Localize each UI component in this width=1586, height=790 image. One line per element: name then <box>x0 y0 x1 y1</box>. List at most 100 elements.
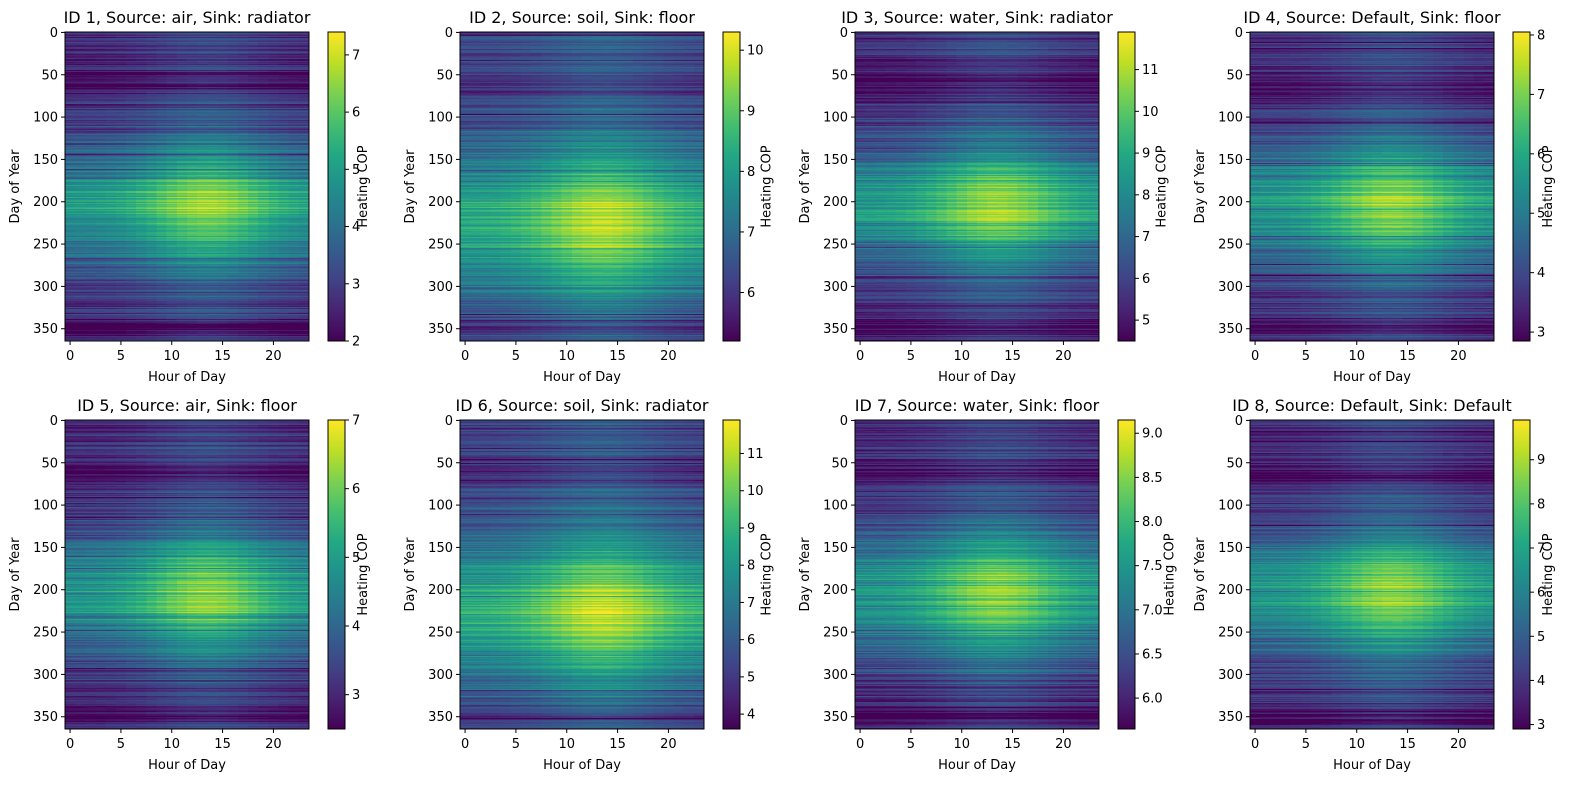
y-axis-label: Day of Year <box>1193 149 1208 224</box>
y-tick-label: 150 <box>428 153 453 168</box>
y-tick-label: 200 <box>823 583 848 598</box>
colorbar-tick-label: 8 <box>747 559 755 574</box>
colorbar-label: Heating COP <box>356 533 371 615</box>
colorbar <box>722 419 741 730</box>
x-axis-label: Hour of Day <box>148 758 226 773</box>
y-tick-label: 300 <box>428 280 453 295</box>
y-tick-label: 50 <box>41 456 58 471</box>
colorbar-tick-label: 3 <box>352 688 360 703</box>
x-tick-label: 15 <box>1004 349 1021 364</box>
chart-title: ID 1, Source: air, Sink: radiator <box>64 8 311 27</box>
plot-frame <box>1249 419 1495 730</box>
y-tick-label: 100 <box>1218 111 1243 126</box>
x-tick-label: 5 <box>117 349 125 364</box>
x-tick-label: 15 <box>1004 737 1021 752</box>
colorbar <box>1117 419 1136 730</box>
colorbar-tick-label: 7 <box>352 414 360 429</box>
colorbar-tick-label: 4 <box>1537 266 1545 281</box>
x-axis-label: Hour of Day <box>938 370 1016 385</box>
x-tick-label: 5 <box>1302 737 1310 752</box>
y-tick-label: 100 <box>823 111 848 126</box>
y-tick-label: 50 <box>436 68 453 83</box>
colorbar-tick-label: 7 <box>747 596 755 611</box>
x-tick-label: 15 <box>609 737 626 752</box>
y-tick-label: 150 <box>823 153 848 168</box>
y-tick-label: 300 <box>33 280 58 295</box>
colorbar-tick-label: 9 <box>1537 453 1545 468</box>
x-tick-label: 5 <box>907 349 915 364</box>
colorbar-label: Heating COP <box>1541 145 1556 227</box>
y-axis-label: Day of Year <box>798 149 813 224</box>
colorbar-tick-label: 5 <box>1537 207 1545 222</box>
colorbar-tick-label: 2 <box>352 335 360 350</box>
y-tick-label: 100 <box>428 111 453 126</box>
colorbar-tick-label: 3 <box>1537 326 1545 341</box>
colorbar-tick-label: 9.0 <box>1142 427 1163 442</box>
heatmap-image <box>460 420 704 729</box>
colorbar-tick-label: 8 <box>747 165 755 180</box>
colorbar-tick-label: 5 <box>1142 314 1150 329</box>
chart-title: ID 8, Source: Default, Sink: Default <box>1232 396 1511 415</box>
x-tick-label: 15 <box>1399 349 1416 364</box>
x-tick-label: 5 <box>907 737 915 752</box>
y-tick-label: 0 <box>840 26 848 41</box>
colorbar-tick-label: 7.5 <box>1142 559 1163 574</box>
x-tick-label: 5 <box>512 349 520 364</box>
heatmap-image <box>1250 420 1494 729</box>
colorbar-tick-label: 7 <box>747 225 755 240</box>
x-tick-label: 10 <box>163 737 180 752</box>
x-tick-label: 10 <box>953 737 970 752</box>
colorbar <box>327 419 346 730</box>
y-axis-label: Day of Year <box>403 149 418 224</box>
y-tick-label: 50 <box>1226 68 1243 83</box>
colorbar-tick-label: 6 <box>1537 586 1545 601</box>
y-tick-label: 250 <box>428 626 453 641</box>
x-tick-label: 0 <box>1251 737 1259 752</box>
heatmap-image <box>65 32 309 341</box>
colorbar-tick-label: 11 <box>1142 63 1159 78</box>
y-tick-label: 250 <box>1218 626 1243 641</box>
x-axis-label: Hour of Day <box>148 370 226 385</box>
panel-7: ID 7, Source: water, Sink: floor 0 5 10 15 20… <box>798 396 1178 773</box>
y-tick-label: 300 <box>33 668 58 683</box>
y-tick-label: 0 <box>50 26 58 41</box>
x-tick-label: 20 <box>265 737 282 752</box>
x-tick-label: 10 <box>1348 737 1365 752</box>
panel-1: ID 1, Source: air, Sink: radiator 0 5 10 15 2… <box>8 8 371 385</box>
y-tick-label: 200 <box>823 195 848 210</box>
colorbar-tick-label: 4 <box>1537 674 1545 689</box>
heatmap-image <box>460 32 704 341</box>
y-tick-label: 0 <box>445 26 453 41</box>
colorbar-tick-label: 8.5 <box>1142 471 1163 486</box>
x-tick-label: 0 <box>66 349 74 364</box>
y-tick-label: 350 <box>823 710 848 725</box>
y-tick-label: 200 <box>428 195 453 210</box>
y-tick-label: 150 <box>823 541 848 556</box>
x-tick-label: 0 <box>461 737 469 752</box>
y-tick-label: 0 <box>1235 26 1243 41</box>
colorbar-tick-label: 5 <box>747 670 755 685</box>
x-tick-label: 0 <box>1251 349 1259 364</box>
panel-5: ID 5, Source: air, Sink: floor 0 5 10 15 20 Ho… <box>8 396 371 773</box>
colorbar-tick-label: 7.0 <box>1142 603 1163 618</box>
x-tick-label: 0 <box>66 737 74 752</box>
x-tick-label: 20 <box>1450 737 1467 752</box>
x-axis-label: Hour of Day <box>1333 370 1411 385</box>
y-tick-label: 50 <box>436 456 453 471</box>
colorbar-tick-label: 6 <box>1142 272 1150 287</box>
x-tick-label: 5 <box>117 737 125 752</box>
y-axis-label: Day of Year <box>8 149 23 224</box>
colorbar-tick-label: 8 <box>1537 28 1545 43</box>
y-tick-label: 350 <box>823 322 848 337</box>
colorbar <box>1512 31 1531 342</box>
heatmap-image <box>855 32 1099 341</box>
y-tick-label: 250 <box>33 238 58 253</box>
y-tick-label: 300 <box>823 280 848 295</box>
colorbar-tick-label: 9 <box>747 521 755 536</box>
colorbar-tick-label: 7 <box>352 48 360 63</box>
y-axis-label: Day of Year <box>8 537 23 612</box>
x-tick-label: 0 <box>856 737 864 752</box>
colorbar-tick-label: 6 <box>352 106 360 121</box>
